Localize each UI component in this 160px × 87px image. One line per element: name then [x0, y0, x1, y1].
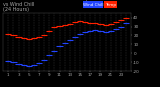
- Point: [99, 30, 102, 32]
- Point: [63, 24, 66, 25]
- Point: [7, 60, 10, 61]
- Point: [120, 26, 122, 27]
- Point: [28, 65, 30, 67]
- Point: [53, 50, 56, 51]
- Point: [94, 29, 97, 31]
- Point: [33, 37, 35, 39]
- Text: Milwaukee Weather  Outdoor Temp
vs Wind Chill
(24 Hours): Milwaukee Weather Outdoor Temp vs Wind C…: [3, 0, 89, 12]
- Point: [99, 23, 102, 25]
- FancyBboxPatch shape: [104, 1, 117, 8]
- Point: [12, 62, 15, 63]
- Point: [12, 35, 15, 36]
- Point: [89, 30, 92, 32]
- Point: [63, 42, 66, 43]
- Point: [109, 30, 112, 32]
- Point: [48, 54, 51, 56]
- Point: [28, 38, 30, 40]
- Point: [115, 21, 117, 23]
- Point: [43, 59, 45, 60]
- Point: [38, 63, 40, 64]
- Point: [79, 20, 81, 22]
- Point: [120, 19, 122, 21]
- Point: [43, 34, 45, 35]
- Text: Temp: Temp: [105, 3, 116, 7]
- Point: [89, 22, 92, 24]
- Point: [58, 25, 61, 26]
- Point: [48, 30, 51, 32]
- Point: [125, 22, 127, 24]
- Point: [38, 37, 40, 38]
- Point: [74, 21, 76, 23]
- Point: [58, 46, 61, 47]
- Point: [17, 37, 20, 38]
- Point: [84, 21, 86, 23]
- Point: [22, 37, 25, 39]
- Text: Wind Chill: Wind Chill: [83, 3, 103, 7]
- Point: [74, 37, 76, 38]
- Point: [53, 27, 56, 28]
- Point: [79, 33, 81, 34]
- Point: [115, 29, 117, 30]
- Point: [125, 18, 127, 19]
- Point: [33, 64, 35, 66]
- Point: [104, 31, 107, 33]
- Point: [104, 24, 107, 25]
- Point: [84, 31, 86, 33]
- Point: [109, 23, 112, 25]
- Point: [68, 23, 71, 25]
- Point: [68, 39, 71, 41]
- Point: [22, 64, 25, 66]
- Point: [17, 64, 20, 65]
- Point: [7, 33, 10, 34]
- FancyBboxPatch shape: [83, 1, 103, 8]
- Point: [94, 22, 97, 24]
